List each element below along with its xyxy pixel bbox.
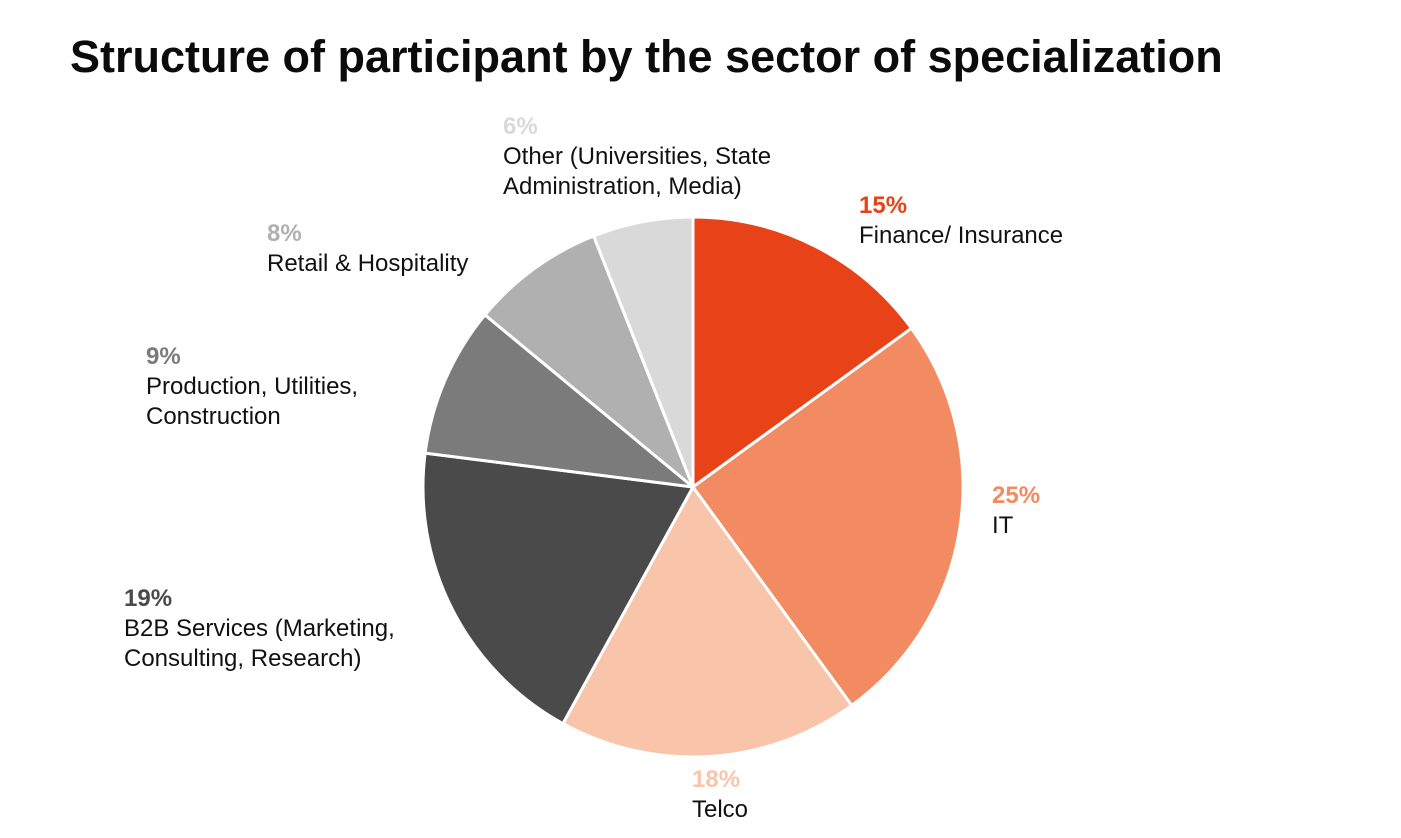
slice-percent-other: 6%: [503, 113, 538, 140]
slice-name-other: Other (Universities, State Administratio…: [503, 143, 772, 200]
slice-label-telco: 18% Telco: [692, 765, 748, 825]
slice-name-it: IT: [992, 512, 1014, 539]
pie-slice-retail: [483, 234, 695, 489]
slice-name-retail: Retail & Hospitality: [267, 250, 469, 277]
slice-name-telco: Telco: [692, 796, 749, 823]
pie-slice-production: [423, 313, 695, 489]
slice-name-production: Production, Utilities, Construction: [146, 373, 359, 430]
slice-name-b2b: B2B Services (Marketing, Consulting, Res…: [124, 615, 395, 672]
slice-name-finance: Finance/ Insurance: [859, 222, 1064, 249]
slice-label-finance: 15% Finance/ Insurance: [859, 191, 1063, 251]
pie-slice-finance: [691, 215, 913, 489]
pie-slice-it: [691, 326, 965, 707]
pie-slice-other: [592, 215, 695, 489]
slice-percent-retail: 8%: [267, 220, 302, 247]
slice-label-other: 6% Other (Universities, State Administra…: [503, 112, 771, 202]
slice-percent-it: 25%: [992, 482, 1041, 509]
slice-percent-telco: 18%: [692, 766, 741, 793]
slice-percent-b2b: 19%: [124, 585, 173, 612]
pie-slice-b2b: [421, 451, 695, 726]
pie-slices: [421, 215, 965, 759]
chart-title: Structure of participant by the sector o…: [70, 31, 1223, 82]
slice-label-retail: 8% Retail & Hospitality: [267, 219, 468, 279]
slice-label-production: 9% Production, Utilities, Construction: [146, 342, 358, 432]
slice-label-b2b: 19% B2B Services (Marketing, Consulting,…: [124, 584, 395, 674]
slice-percent-finance: 15%: [859, 192, 908, 219]
slice-label-it: 25% IT: [992, 481, 1040, 541]
pie-slice-telco: [561, 485, 854, 759]
slice-percent-production: 9%: [146, 343, 181, 370]
